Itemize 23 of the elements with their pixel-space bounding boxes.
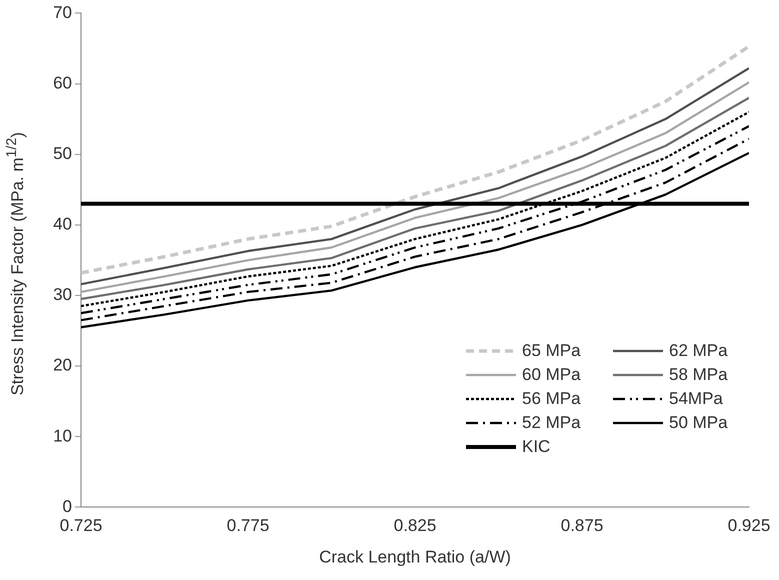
y-tick-label: 50: [53, 144, 72, 164]
legend-label: 62 MPa: [669, 341, 728, 361]
x-tick-label: 0.825: [394, 516, 436, 536]
legend-label: 50 MPa: [669, 413, 728, 433]
legend-label: 60 MPa: [522, 365, 581, 385]
legend-label: 58 MPa: [669, 365, 728, 385]
legend-label: 54MPa: [669, 389, 723, 409]
x-axis-title: Crack Length Ratio (a/W): [319, 547, 511, 566]
legend-label: 65 MPa: [522, 341, 581, 361]
legend-label: KIC: [522, 437, 550, 457]
y-tick-label: 30: [53, 285, 72, 304]
y-tick-label: 60: [53, 73, 72, 92]
y-tick-label: 0: [62, 496, 72, 516]
legend-label: 56 MPa: [522, 389, 581, 409]
y-tick-label: 70: [53, 2, 72, 22]
legend-label: 52 MPa: [522, 413, 581, 433]
x-tick-label: 0.875: [560, 516, 604, 536]
x-tick-label: 0.925: [728, 516, 770, 536]
x-tick-label: 0.775: [226, 516, 270, 536]
y-tick-label: 40: [53, 214, 72, 234]
x-tick-label: 0.725: [60, 516, 102, 536]
y-tick-label: 10: [53, 426, 72, 446]
y-tick-label: 20: [53, 356, 72, 375]
